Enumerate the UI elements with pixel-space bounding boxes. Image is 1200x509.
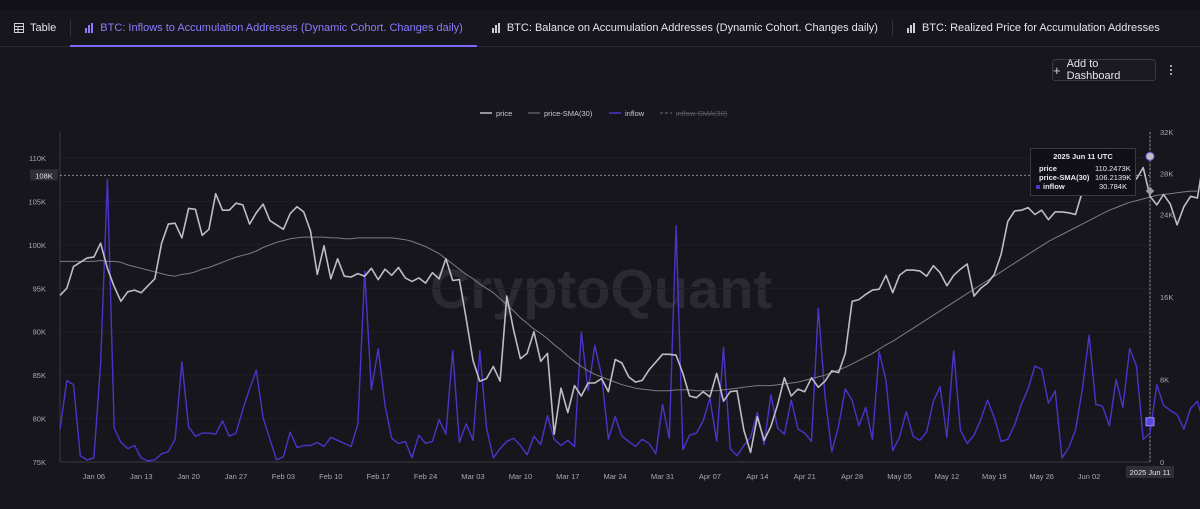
chart-tooltip: 2025 Jun 11 UTC price 110.2473K price-SM… bbox=[1030, 148, 1136, 196]
tooltip-series-value: 106.2139K bbox=[1095, 173, 1132, 182]
add-to-dashboard-label: Add to Dashboard bbox=[1066, 58, 1121, 82]
x-tick-label: Apr 14 bbox=[746, 472, 768, 481]
x-tick-label: Mar 24 bbox=[603, 472, 626, 481]
x-tick-label: Apr 07 bbox=[699, 472, 721, 481]
tooltip-series-name: price bbox=[1039, 164, 1057, 173]
crosshair-y-badge bbox=[30, 169, 58, 181]
more-dot bbox=[1170, 73, 1172, 75]
crosshair-y-label: 108K bbox=[35, 171, 53, 180]
x-tick-label: May 19 bbox=[982, 472, 1007, 481]
series-price-sma-line bbox=[60, 190, 1198, 392]
x-tick-label: Jun 02 bbox=[1078, 472, 1101, 481]
crosshair-x-label: 2025 Jun 11 bbox=[1130, 468, 1171, 477]
x-tick-label: May 05 bbox=[887, 472, 912, 481]
x-tick-label: Jan 20 bbox=[177, 472, 200, 481]
x-tick-label: Jan 06 bbox=[83, 472, 106, 481]
y-left-tick-label: 75K bbox=[33, 458, 46, 467]
bar-chart-icon bbox=[85, 23, 94, 33]
more-options-button[interactable] bbox=[1164, 59, 1178, 81]
x-tick-label: Jan 13 bbox=[130, 472, 153, 481]
tooltip-row-price: price 110.2473K bbox=[1036, 164, 1131, 173]
series-inflow-line bbox=[59, 178, 1200, 462]
x-tick-label: May 12 bbox=[935, 472, 960, 481]
tab-table[interactable]: Table bbox=[0, 10, 70, 46]
top-strip bbox=[0, 0, 1200, 10]
tooltip-series-value: 110.2473K bbox=[1095, 164, 1131, 173]
tooltip-row-sma: price-SMA(30) 106.2139K bbox=[1034, 173, 1132, 182]
more-dot bbox=[1170, 65, 1172, 67]
tab-inflows-chart[interactable]: BTC: Inflows to Accumulation Addresses (… bbox=[70, 10, 477, 47]
x-tick-label: Jan 27 bbox=[225, 472, 248, 481]
tooltip-series-name: inflow bbox=[1043, 182, 1065, 191]
inflow-point-marker bbox=[1145, 417, 1155, 427]
tooltip-swatch bbox=[1036, 184, 1040, 189]
x-tick-label: Feb 17 bbox=[367, 472, 390, 481]
legend-item: inflow bbox=[625, 109, 645, 118]
bar-chart-icon bbox=[491, 23, 500, 33]
tab-label: BTC: Balance on Accumulation Addresses (… bbox=[506, 22, 878, 34]
tab-realized-price-chart[interactable]: BTC: Realized Price for Accumulation Add… bbox=[891, 10, 1174, 46]
legend-item: price-SMA(30) bbox=[544, 109, 593, 118]
series-price-line bbox=[59, 147, 1200, 454]
y-left-tick-label: 100K bbox=[28, 241, 46, 250]
x-tick-label: Feb 24 bbox=[414, 472, 437, 481]
y-right-tick-label: 16K bbox=[1160, 293, 1173, 302]
y-right-tick-label: 8K bbox=[1160, 376, 1169, 385]
x-tick-label: Apr 21 bbox=[794, 472, 816, 481]
y-right-tick-label: 32K bbox=[1160, 128, 1173, 137]
y-left-tick-label: 95K bbox=[33, 284, 46, 293]
table-icon bbox=[14, 23, 24, 33]
tooltip-row-inflow: inflow 30.784K bbox=[1036, 182, 1130, 191]
tab-label: Table bbox=[30, 22, 57, 34]
x-tick-label: Mar 10 bbox=[509, 472, 532, 481]
y-right-tick-label: 0 bbox=[1160, 458, 1164, 467]
tooltip-series-name: price-SMA(30) bbox=[1039, 173, 1090, 182]
y-right-tick-label: 28K bbox=[1160, 169, 1173, 178]
price-point-marker bbox=[1145, 151, 1155, 161]
x-tick-label: Mar 17 bbox=[556, 472, 579, 481]
x-tick-label: Feb 03 bbox=[272, 472, 295, 481]
add-to-dashboard-button[interactable]: + Add to Dashboard bbox=[1052, 58, 1156, 82]
legend-item: inflow-SMA(30) bbox=[676, 109, 728, 118]
tooltip-title: 2025 Jun 11 UTC bbox=[1053, 152, 1113, 161]
tab-label: BTC: Inflows to Accumulation Addresses (… bbox=[100, 22, 463, 34]
more-dot bbox=[1170, 69, 1172, 71]
y-left-tick-label: 80K bbox=[33, 415, 46, 424]
bar-chart-icon bbox=[906, 23, 915, 33]
x-tick-label: Mar 31 bbox=[651, 472, 674, 481]
legend-item: price bbox=[496, 109, 512, 118]
tab-balance-chart[interactable]: BTC: Balance on Accumulation Addresses (… bbox=[477, 10, 892, 46]
y-right-tick-label: 24K bbox=[1160, 211, 1173, 220]
y-left-tick-label: 105K bbox=[28, 197, 46, 206]
x-tick-label: Feb 10 bbox=[319, 472, 342, 481]
y-left-tick-label: 90K bbox=[33, 328, 46, 337]
tooltip-swatch bbox=[1034, 176, 1038, 179]
crosshair-x-badge bbox=[1126, 466, 1174, 478]
plus-icon: + bbox=[1053, 62, 1061, 78]
tab-bar: Table BTC: Inflows to Accumulation Addre… bbox=[0, 10, 1200, 47]
tab-label: BTC: Realized Price for Accumulation Add… bbox=[921, 22, 1160, 34]
tooltip-series-value: 30.784K bbox=[1099, 182, 1127, 191]
sma-point-marker bbox=[1145, 186, 1155, 196]
x-tick-label: Apr 28 bbox=[841, 472, 863, 481]
y-left-tick-label: 110K bbox=[29, 154, 46, 163]
x-tick-label: May 26 bbox=[1029, 472, 1054, 481]
y-left-tick-label: 85K bbox=[33, 371, 46, 380]
x-tick-label: Mar 03 bbox=[461, 472, 484, 481]
